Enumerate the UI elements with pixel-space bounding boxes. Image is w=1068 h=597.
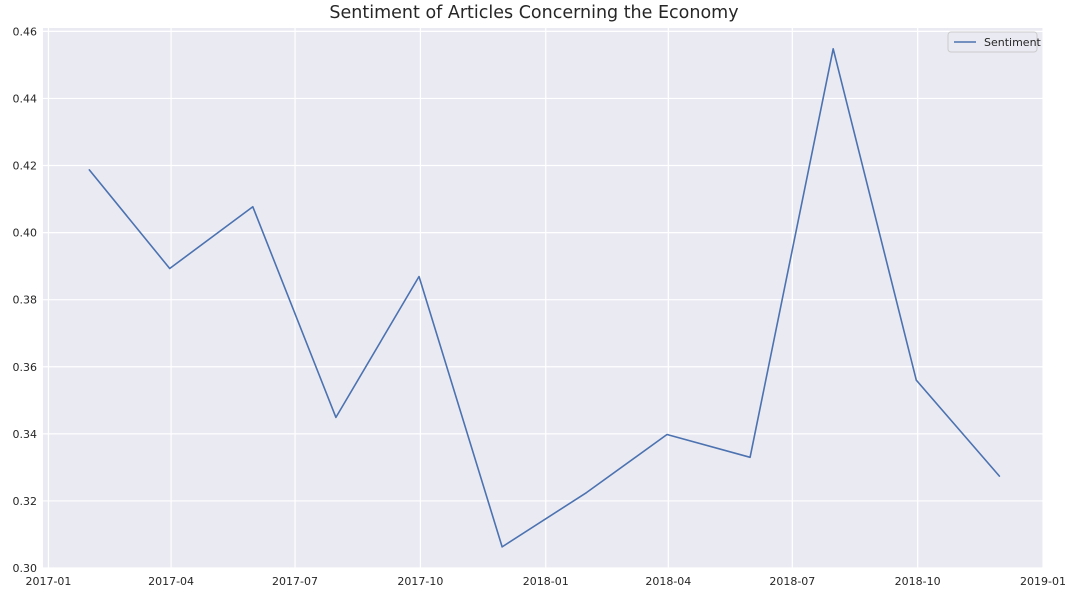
y-tick-label: 0.44 bbox=[13, 92, 38, 105]
series-layer bbox=[88, 47, 1001, 548]
x-tick-label: 2018-07 bbox=[769, 575, 815, 588]
plot-area bbox=[43, 28, 1043, 568]
x-tick-label: 2018-04 bbox=[645, 575, 691, 588]
chart-title: Sentiment of Articles Concerning the Eco… bbox=[329, 3, 739, 23]
y-tick-label: 0.42 bbox=[13, 160, 38, 173]
legend-box bbox=[947, 31, 1038, 53]
y-tick-label: 0.36 bbox=[13, 361, 38, 374]
series-line-sentiment bbox=[88, 47, 1001, 548]
x-tick-label: 2019-01 bbox=[1020, 575, 1066, 588]
x-tick-label: 2017-04 bbox=[148, 575, 194, 588]
y-axis: 0.30 0.32 0.34 0.36 0.38 0.40 0.42 0.44 0.46 bbox=[13, 25, 38, 575]
y-tick-label: 0.38 bbox=[13, 294, 38, 307]
grid-lines bbox=[43, 28, 1044, 569]
x-tick-label: 2018-10 bbox=[895, 575, 941, 588]
legend: Sentiment bbox=[947, 31, 1042, 53]
x-axis: 2017-01 2017-04 2017-07 2017-10 2018-01 2018-… bbox=[25, 575, 1066, 588]
y-tick-label: 0.34 bbox=[13, 428, 38, 441]
x-tick-label: 2017-07 bbox=[272, 575, 318, 588]
y-tick-label: 0.32 bbox=[13, 495, 38, 508]
x-tick-label: 2017-01 bbox=[25, 575, 71, 588]
legend-label-sentiment: Sentiment bbox=[984, 36, 1042, 49]
x-tick-label: 2018-01 bbox=[523, 575, 569, 588]
y-tick-label: 0.40 bbox=[13, 227, 38, 240]
x-tick-label: 2017-10 bbox=[397, 575, 443, 588]
y-tick-label: 0.30 bbox=[13, 562, 38, 575]
y-tick-label: 0.46 bbox=[13, 25, 38, 38]
